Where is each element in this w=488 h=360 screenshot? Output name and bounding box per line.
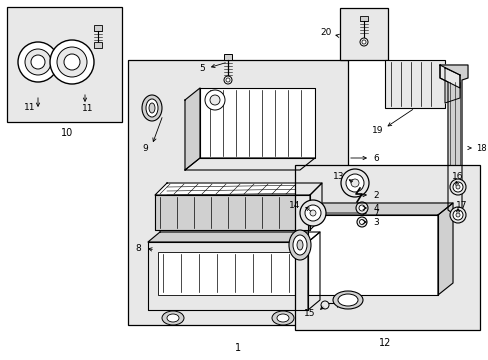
Text: 4: 4	[372, 203, 378, 212]
Circle shape	[320, 301, 328, 309]
Circle shape	[358, 205, 364, 211]
Circle shape	[18, 42, 58, 82]
Bar	[94, 25, 102, 31]
Circle shape	[209, 95, 220, 105]
Circle shape	[225, 78, 229, 82]
Ellipse shape	[167, 314, 179, 322]
Circle shape	[340, 169, 368, 197]
Circle shape	[449, 179, 465, 195]
Bar	[339, 8, 387, 60]
Ellipse shape	[332, 291, 362, 309]
Circle shape	[204, 90, 224, 110]
Text: 1: 1	[234, 343, 241, 353]
Text: 10: 10	[61, 128, 73, 138]
Circle shape	[449, 207, 465, 223]
Circle shape	[224, 76, 231, 84]
Text: 13: 13	[332, 171, 343, 180]
Text: 5: 5	[199, 63, 204, 72]
Circle shape	[64, 54, 80, 70]
Circle shape	[452, 210, 462, 220]
Polygon shape	[148, 232, 319, 242]
Ellipse shape	[337, 294, 357, 306]
Ellipse shape	[142, 95, 162, 121]
Bar	[158, 252, 297, 295]
Ellipse shape	[288, 230, 310, 260]
Bar	[94, 42, 102, 48]
Polygon shape	[307, 232, 319, 310]
Circle shape	[359, 220, 364, 225]
Ellipse shape	[292, 235, 306, 255]
Text: 7: 7	[372, 208, 378, 217]
Text: 12: 12	[378, 338, 390, 348]
Bar	[7, 7, 122, 122]
Polygon shape	[200, 88, 314, 158]
Circle shape	[31, 55, 45, 69]
Ellipse shape	[149, 103, 155, 113]
Ellipse shape	[162, 311, 183, 325]
Circle shape	[455, 213, 459, 217]
Text: 8: 8	[135, 243, 141, 252]
Text: 3: 3	[372, 217, 378, 226]
Polygon shape	[437, 203, 452, 295]
Polygon shape	[155, 183, 321, 195]
Circle shape	[361, 40, 365, 44]
Text: 11: 11	[82, 104, 94, 113]
Text: 11: 11	[24, 103, 36, 112]
Circle shape	[350, 179, 358, 187]
Text: 9: 9	[142, 144, 148, 153]
Polygon shape	[444, 68, 459, 103]
Ellipse shape	[276, 314, 288, 322]
Text: 20: 20	[320, 27, 331, 36]
Circle shape	[455, 185, 459, 189]
Ellipse shape	[296, 240, 303, 250]
Bar	[384, 60, 444, 108]
Circle shape	[50, 40, 94, 84]
Circle shape	[452, 182, 462, 192]
Circle shape	[25, 49, 51, 75]
Circle shape	[309, 210, 315, 216]
Polygon shape	[184, 158, 314, 170]
Bar	[359, 16, 367, 21]
Text: 16: 16	[451, 171, 463, 180]
Text: 2: 2	[372, 190, 378, 199]
Circle shape	[57, 47, 87, 77]
Circle shape	[299, 200, 325, 226]
Polygon shape	[148, 242, 307, 310]
Polygon shape	[309, 183, 321, 230]
Polygon shape	[439, 65, 459, 88]
Text: 18: 18	[475, 144, 486, 153]
Circle shape	[346, 174, 363, 192]
Bar	[224, 54, 231, 60]
Circle shape	[355, 202, 367, 214]
Circle shape	[356, 217, 366, 227]
Bar	[128, 60, 347, 325]
Polygon shape	[307, 203, 452, 215]
Polygon shape	[439, 65, 467, 215]
Text: 14: 14	[288, 201, 299, 210]
Bar	[294, 165, 479, 330]
Polygon shape	[155, 195, 309, 230]
Polygon shape	[184, 88, 200, 170]
Text: 19: 19	[371, 126, 382, 135]
Ellipse shape	[146, 99, 158, 117]
Polygon shape	[307, 215, 437, 295]
Text: 17: 17	[455, 201, 467, 210]
Circle shape	[305, 205, 320, 221]
Circle shape	[359, 38, 367, 46]
Text: 6: 6	[372, 153, 378, 162]
Ellipse shape	[271, 311, 293, 325]
Text: 15: 15	[303, 309, 314, 318]
